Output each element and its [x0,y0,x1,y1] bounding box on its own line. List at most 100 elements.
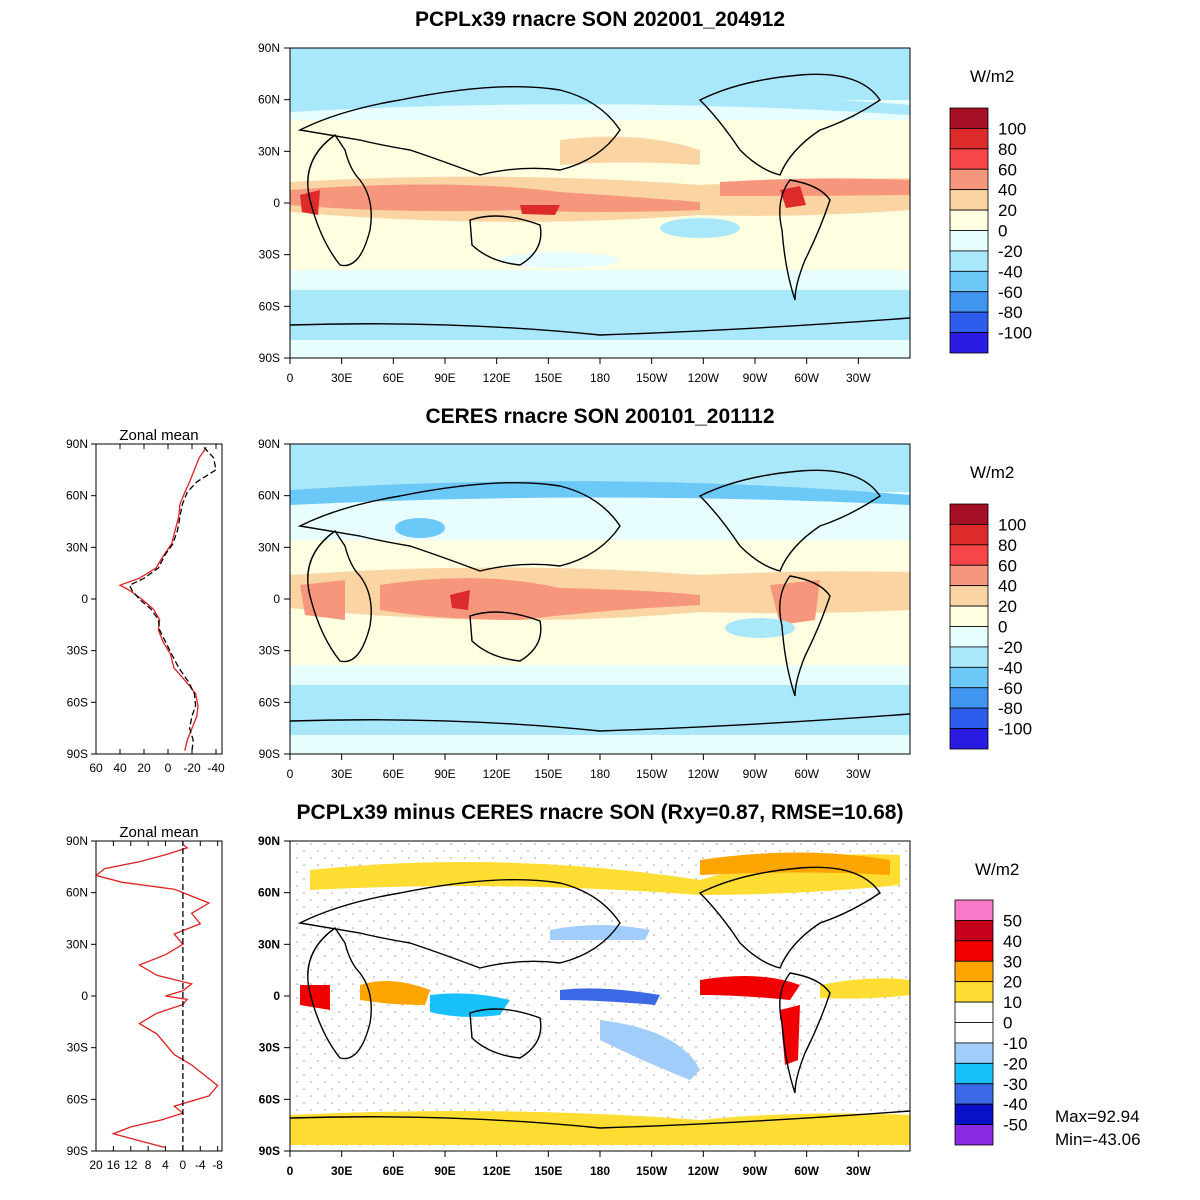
zonal-x-label: -20 [183,761,201,775]
lon-tick-label: 150E [534,767,562,781]
lon-tick-label: 90W [743,371,768,385]
lon-tick-label: 60W [794,767,819,781]
lat-tick-label: 60N [258,886,280,900]
zonal-mean-title: Zonal mean [119,824,198,841]
colorbar-label: 60 [998,160,1017,179]
colorbar-box [949,270,989,293]
lon-tick-label: 30E [331,767,352,781]
colorbar-box [949,646,989,668]
lon-tick-label: 90W [743,1164,768,1178]
colorbar-box [954,960,994,983]
colorbar-unit: W/m2 [975,860,1019,879]
colorbar-label: -40 [998,262,1023,281]
panel-title-model: PCPLx39 rnacre SON 202001_204912 [414,8,786,31]
colorbar-label: -60 [998,283,1023,302]
colorbar-label: 30 [1003,952,1022,971]
lon-tick-label: 0 [287,371,294,385]
lat-tick-label: 90N [258,834,280,848]
colorbar-label: 40 [998,181,1017,200]
zonal-x-label: -8 [212,1158,223,1172]
diff-field [290,841,910,1151]
lat-tick-label: 90S [259,351,280,365]
colorbar-label: 0 [1003,1014,1012,1033]
obs-field [290,444,910,754]
zonal-lat-label: 90S [67,1144,88,1158]
colorbar-box [949,585,989,607]
diff-coastlines [290,866,910,1129]
lat-tick-label: 30N [258,540,280,554]
obs-coastlines [290,469,910,732]
colorbar-unit: W/m2 [970,67,1014,86]
colorbar-label: 0 [998,618,1007,637]
lon-tick-label: 30W [846,1164,871,1178]
colorbar-box [954,1001,994,1023]
colorbar-box [949,332,989,354]
panel-title-diff: PCPLx39 minus CERES rnacre SON (Rxy=0.87… [296,801,904,824]
lon-tick-label: 180 [590,767,610,781]
lon-tick-label: 150W [636,767,668,781]
lon-tick-label: 150W [636,1164,668,1178]
lat-tick-label: 30S [259,1041,280,1055]
zonal-x-label: 4 [162,1158,169,1172]
zonal-lat-label: 0 [81,592,88,606]
colorbar-box [949,209,989,231]
colorbar-box [949,503,989,525]
zonal-x-label: 12 [124,1158,138,1172]
lat-tick-label: 30S [259,248,280,262]
colorbar-box [949,728,989,750]
colorbar-box [949,128,989,150]
lat-tick-label: 0 [273,592,280,606]
zonal-lat-label: 90N [66,437,88,451]
lon-tick-label: 120E [483,1164,511,1178]
lat-tick-label: 90N [258,437,280,451]
zonal-x-label: 16 [107,1158,121,1172]
colorbar-label: 20 [1003,973,1022,992]
lon-tick-label: 30E [331,1164,352,1178]
colorbar-label: -40 [998,658,1023,677]
lat-tick-label: 90S [259,747,280,761]
colorbar-box [949,148,989,170]
colorbar-label: 80 [998,536,1017,555]
colorbar-label: 80 [998,140,1017,159]
panel-title-obs: CERES rnacre SON 200101_201112 [425,405,775,428]
zonal-x-label: -4 [195,1158,206,1172]
colorbar-label: -100 [998,324,1032,343]
zonal-lat-label: 60S [67,1092,88,1106]
colorbar-box [949,107,989,129]
colorbar-box [954,1124,994,1146]
colorbar-box [954,940,994,962]
lon-tick-label: 150W [636,371,668,385]
lat-tick-label: 0 [273,196,280,210]
zonal-x-label: 8 [145,1158,152,1172]
lat-tick-label: 90S [259,1144,280,1158]
colorbar-box [949,707,989,729]
lon-tick-label: 120W [688,767,720,781]
colorbar-label: -10 [1003,1034,1028,1053]
lat-tick-label: 30S [259,644,280,658]
colorbar-label: -80 [998,303,1023,322]
zonal-x-label: 0 [180,1158,187,1172]
lon-tick-label: 180 [590,1164,610,1178]
colorbar-box [949,168,989,191]
zonal-lat-label: 90N [66,834,88,848]
colorbar-box [949,564,989,587]
colorbar-label: -20 [1003,1054,1028,1073]
zonal-lat-label: 60N [66,489,88,503]
colorbar-label: -30 [1003,1075,1028,1094]
lon-tick-label: 180 [590,371,610,385]
colorbar-label: 40 [1003,932,1022,951]
colorbar-label: -20 [998,638,1023,657]
colorbar-box [949,544,989,566]
zonal-lat-label: 30N [66,937,88,951]
lon-tick-label: 90E [434,371,455,385]
zonal-lat-label: 60S [67,695,88,709]
lon-tick-label: 30W [846,371,871,385]
lon-tick-label: 150E [534,371,562,385]
colorbar-label: -60 [998,679,1023,698]
zonal-lat-label: 60N [66,886,88,900]
map-axis-ticks: 90N 60N 30N 0 30S 60S 90S 0 30E 60E 90E 120E 150E 180… [258,41,871,1178]
zonal-mean-title: Zonal mean [119,427,198,444]
lat-tick-label: 60S [259,1092,280,1106]
colorbar-box [954,920,994,942]
